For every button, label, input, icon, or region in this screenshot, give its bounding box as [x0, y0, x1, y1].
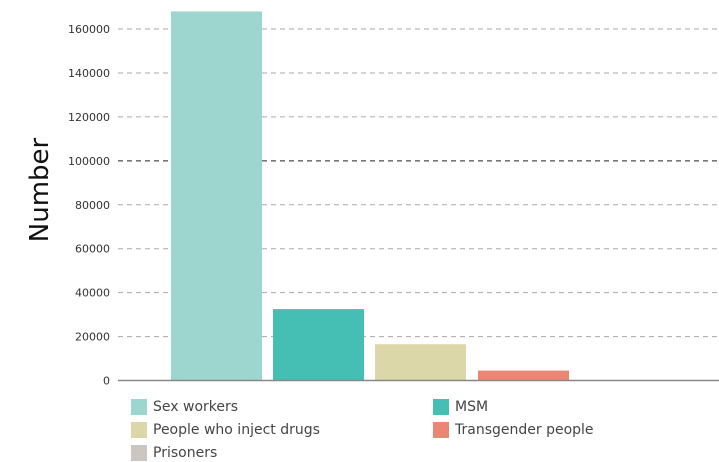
legend-item-transgender-people: Transgender people [433, 422, 594, 438]
y-tick-label: 160000 [68, 23, 110, 36]
legend-label: People who inject drugs [153, 422, 320, 438]
y-tick-label: 60000 [75, 243, 110, 256]
legend-label: Prisoners [153, 445, 218, 461]
legend-swatch [433, 399, 449, 415]
bar-transgender-people [478, 370, 569, 381]
y-tick-label: 80000 [75, 199, 110, 212]
y-tick-label: 40000 [75, 287, 110, 300]
bars [171, 11, 569, 381]
legend-item-prisoners: Prisoners [131, 445, 217, 461]
legend-swatch [131, 422, 147, 438]
y-tick-label: 120000 [68, 111, 110, 124]
legend-swatch [433, 422, 449, 438]
legend-label: Sex workers [153, 399, 239, 415]
y-tick-label: 0 [103, 375, 110, 388]
bar-sex-workers [171, 11, 262, 381]
legend-item-people-who-inject-drugs: People who inject drugs [131, 422, 320, 438]
bar-msm [273, 309, 364, 381]
bar-chart: 0 20000 40000 60000 80000 100000 120000 140000 1… [25, 11, 719, 388]
legend-item-sex-workers: Sex workers [131, 399, 238, 415]
legend-item-msm: MSM [433, 399, 488, 415]
legend-swatch [131, 445, 147, 461]
legend-label: MSM [455, 399, 489, 415]
bar-people-who-inject-drugs [375, 344, 466, 381]
legend-label: Transgender people [455, 422, 594, 438]
y-tick-label: 100000 [68, 155, 110, 168]
y-tick-label: 140000 [68, 67, 110, 80]
legend: Sex workers MSM People who inject drugs Tra… [131, 396, 691, 462]
legend-swatch [131, 399, 147, 415]
y-axis-label: Number [25, 137, 55, 242]
y-tick-label: 20000 [75, 331, 110, 344]
y-axis-ticks: 0 20000 40000 60000 80000 100000 120000 140000 1… [68, 23, 110, 388]
